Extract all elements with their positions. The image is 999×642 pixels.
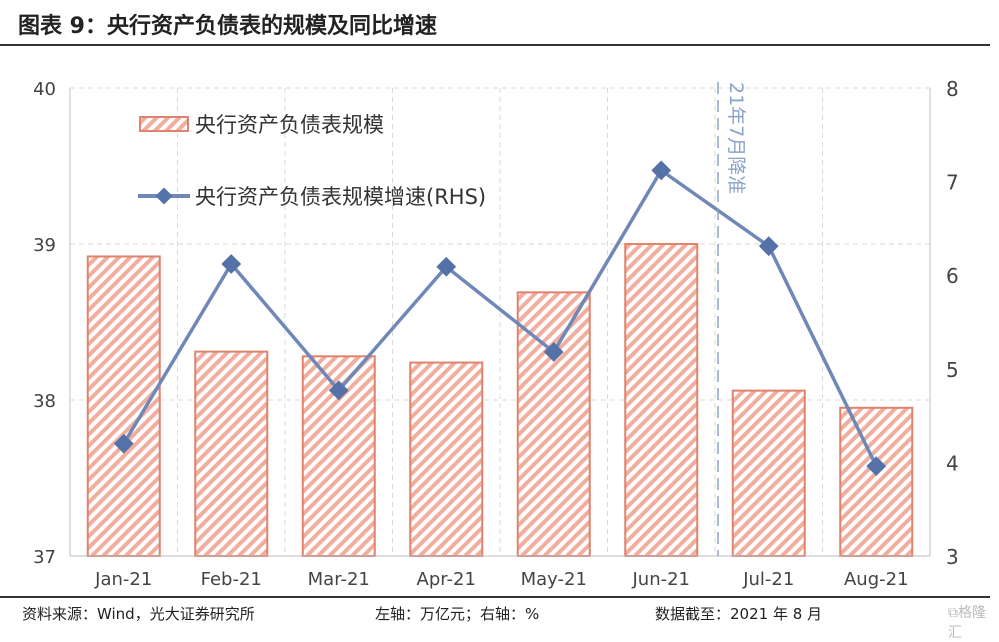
- title-divider: [0, 44, 990, 46]
- source-note: 资料来源：Wind，光大证券研究所: [22, 605, 255, 623]
- annotation-text: 21年7月降准: [725, 82, 747, 194]
- date-note: 数据截至：2021 年 8 月: [655, 605, 823, 623]
- left-tick-label: 39: [33, 235, 56, 256]
- x-tick-label: Apr-21: [417, 569, 476, 590]
- bar: [86, 255, 161, 557]
- line-marker: [436, 256, 457, 277]
- bar: [194, 350, 269, 558]
- x-tick-label: Jun-21: [631, 569, 690, 590]
- chart-title: 图表 9：央行资产负债表的规模及同比增速: [18, 14, 437, 39]
- bar: [624, 243, 699, 557]
- units-note: 左轴：万亿元；右轴：%: [375, 605, 540, 623]
- line-marker: [113, 433, 134, 454]
- line-marker: [866, 456, 887, 477]
- line-marker: [221, 254, 242, 274]
- right-tick-label: 6: [946, 264, 959, 288]
- x-tick-label: Aug-21: [844, 569, 909, 590]
- right-tick-label: 8: [946, 77, 959, 101]
- x-tick-label: Feb-21: [201, 569, 262, 590]
- chart: 37 38 39 40 3 4 5 6 7 8 Jan-21 Feb-21 Mar-21 Apr-21 Ma…: [33, 77, 959, 590]
- x-tick-label: Jan-21: [94, 569, 152, 590]
- legend-bar-label: 央行资产负债表规模: [195, 113, 384, 137]
- right-tick-label: 7: [946, 171, 959, 195]
- bar: [839, 406, 914, 557]
- bar: [409, 361, 484, 557]
- left-tick-label: 38: [33, 391, 56, 412]
- right-tick-label: 4: [946, 451, 959, 475]
- x-tick-label: Jul-21: [742, 569, 794, 590]
- right-tick-label: 3: [946, 545, 959, 569]
- watermark-logo: ⧉格隆汇: [948, 605, 986, 641]
- bar: [731, 389, 806, 558]
- x-tick-label: May-21: [521, 569, 587, 590]
- legend-diamond-icon: [155, 187, 173, 205]
- footer-divider: [0, 596, 990, 598]
- left-tick-label: 37: [33, 547, 56, 568]
- left-tick-label: 40: [33, 79, 56, 100]
- legend-line-label: 央行资产负债表规模增速(RHS): [195, 185, 486, 209]
- right-tick-label: 5: [946, 358, 959, 382]
- line-marker: [328, 380, 349, 401]
- growth-line: [122, 167, 878, 467]
- line-marker: [543, 342, 564, 362]
- x-tick-label: Mar-21: [308, 569, 370, 590]
- legend-bar-swatch: [139, 116, 189, 132]
